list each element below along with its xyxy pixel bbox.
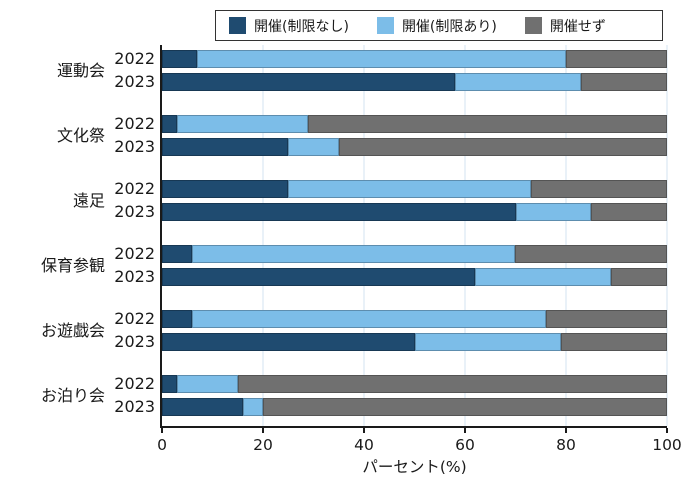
bar-segment-not-held (565, 50, 667, 68)
bar-row-文化祭-2022 (162, 115, 667, 133)
category-label: 文化祭 (56, 125, 105, 145)
year-label: 2023 (114, 202, 155, 221)
plot-area (160, 45, 668, 428)
category-label: 遠足 (72, 190, 105, 210)
legend-swatch-held-limited-icon (376, 17, 394, 34)
bar-segment-held-no-limit (162, 73, 455, 91)
bar-segment-not-held (308, 115, 667, 133)
x-tick-label-40: 40 (354, 436, 374, 454)
x-axis-tick-0 (161, 428, 163, 433)
bar-segment-held-limited (192, 245, 516, 263)
legend-label-not-held: 開催せず (549, 18, 606, 35)
category-label: 保育参観 (40, 255, 105, 275)
x-tick-label-20: 20 (253, 436, 273, 454)
legend-item-not-held: 開催せず (524, 16, 606, 36)
bar-row-お遊戯会-2022 (162, 310, 667, 328)
bar-segment-held-limited (242, 398, 263, 416)
x-axis-tick-20 (262, 428, 264, 433)
x-axis-tick-80 (565, 428, 567, 433)
bar-segment-held-no-limit (162, 245, 193, 263)
bar-row-運動会-2023 (162, 73, 667, 91)
bar-segment-held-no-limit (162, 268, 476, 286)
category-label: お泊り会 (40, 385, 105, 405)
bar-segment-not-held (545, 310, 667, 328)
bar-segment-held-limited (454, 73, 582, 91)
bar-segment-not-held (591, 203, 667, 221)
bar-row-文化祭-2023 (162, 138, 667, 156)
bar-segment-held-no-limit (162, 50, 198, 68)
x-axis-tick-60 (464, 428, 466, 433)
x-tick-label-0: 0 (157, 436, 167, 454)
category-label: お遊戯会 (40, 320, 105, 340)
legend-item-held-no-limit: 開催(制限なし) (229, 16, 349, 36)
legend-item-held-limited: 開催(制限あり) (376, 16, 497, 36)
bar-segment-held-no-limit (162, 138, 289, 156)
bar-segment-held-limited (192, 310, 546, 328)
year-label: 2022 (114, 49, 155, 68)
gridline-20 (262, 45, 264, 426)
bar-segment-held-no-limit (162, 115, 178, 133)
gridline-40 (363, 45, 365, 426)
bar-row-遠足-2023 (162, 203, 667, 221)
x-axis-tick-40 (363, 428, 365, 433)
x-axis-tick-100 (666, 428, 668, 433)
bar-segment-held-no-limit (162, 398, 243, 416)
x-tick-label-60: 60 (455, 436, 475, 454)
year-label: 2022 (114, 309, 155, 328)
bar-segment-held-limited (177, 375, 238, 393)
year-label: 2023 (114, 397, 155, 416)
x-tick-label-100: 100 (652, 436, 682, 454)
bar-segment-not-held (530, 180, 667, 198)
year-label: 2022 (114, 374, 155, 393)
legend-label-held-no-limit: 開催(制限なし) (254, 18, 349, 35)
year-label: 2023 (114, 332, 155, 351)
bar-row-遠足-2022 (162, 180, 667, 198)
bar-row-お泊り会-2022 (162, 375, 667, 393)
bar-row-保育参観-2023 (162, 268, 667, 286)
bar-segment-not-held (611, 268, 667, 286)
bar-segment-held-limited (288, 138, 339, 156)
bar-segment-not-held (237, 375, 667, 393)
gridline-100 (666, 45, 668, 426)
year-label: 2023 (114, 267, 155, 286)
x-axis-title: パーセント(%) (362, 458, 467, 476)
year-label: 2022 (114, 244, 155, 263)
x-tick-label-80: 80 (556, 436, 576, 454)
bar-segment-not-held (338, 138, 667, 156)
bar-segment-held-limited (414, 333, 561, 351)
year-label: 2022 (114, 114, 155, 133)
bar-row-運動会-2022 (162, 50, 667, 68)
gridline-80 (565, 45, 567, 426)
bar-segment-held-no-limit (162, 203, 516, 221)
bar-row-お泊り会-2023 (162, 398, 667, 416)
category-label: 運動会 (56, 60, 105, 80)
year-label: 2023 (114, 72, 155, 91)
legend-label-held-limited: 開催(制限あり) (401, 18, 497, 35)
bar-segment-not-held (262, 398, 667, 416)
bar-segment-not-held (560, 333, 667, 351)
year-label: 2023 (114, 137, 155, 156)
bar-row-お遊戯会-2023 (162, 333, 667, 351)
bar-segment-held-no-limit (162, 310, 193, 328)
legend: 開催(制限なし) 開催(制限あり) 開催せず (215, 10, 663, 41)
bar-segment-held-no-limit (162, 333, 415, 351)
year-label: 2022 (114, 179, 155, 198)
bar-segment-held-limited (515, 203, 592, 221)
bar-row-保育参観-2022 (162, 245, 667, 263)
bar-segment-held-limited (197, 50, 566, 68)
legend-swatch-not-held-icon (524, 17, 542, 34)
bar-segment-held-no-limit (162, 375, 178, 393)
legend-swatch-held-no-limit-icon (229, 17, 246, 34)
bar-segment-held-no-limit (162, 180, 289, 198)
gridline-60 (464, 45, 466, 426)
bar-segment-held-limited (288, 180, 531, 198)
bar-segment-not-held (581, 73, 667, 91)
bar-segment-not-held (515, 245, 667, 263)
bar-segment-held-limited (475, 268, 612, 286)
bar-segment-held-limited (177, 115, 309, 133)
